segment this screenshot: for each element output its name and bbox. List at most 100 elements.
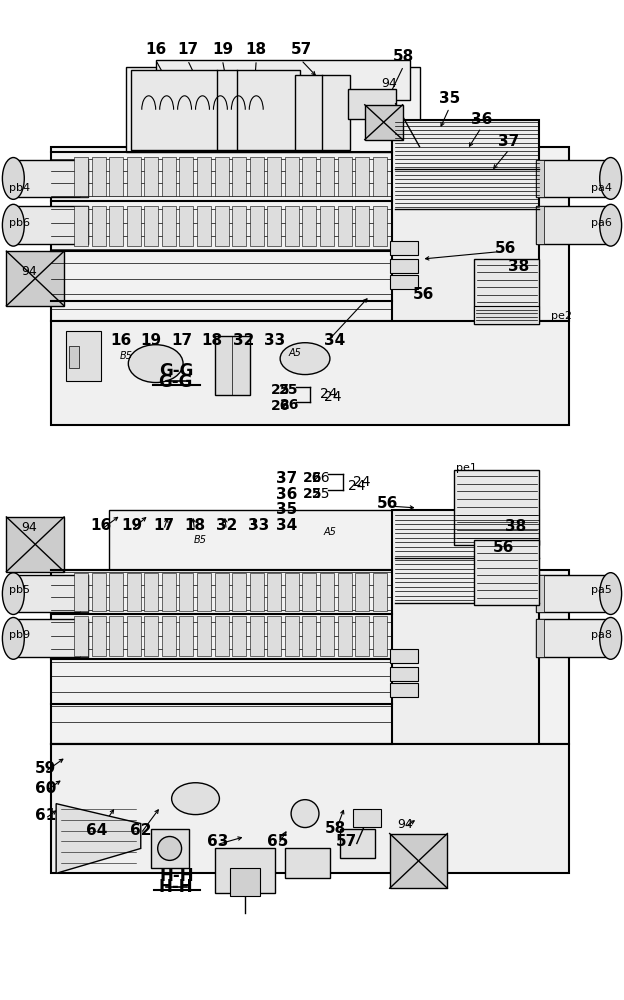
Bar	[285, 848, 330, 878]
Bar	[232, 157, 246, 196]
Bar	[215, 573, 228, 611]
Bar	[373, 157, 387, 196]
Bar	[338, 206, 351, 246]
Text: A5: A5	[289, 348, 301, 358]
Bar	[162, 616, 176, 656]
Bar	[13, 575, 88, 612]
Text: pa6: pa6	[592, 218, 612, 228]
Text: pe1: pe1	[456, 463, 477, 473]
Text: 19: 19	[212, 42, 233, 57]
Bar	[295, 75, 350, 150]
Bar	[13, 619, 88, 657]
Text: 19: 19	[121, 518, 142, 533]
Text: 18: 18	[184, 518, 205, 533]
Bar	[74, 157, 88, 196]
Bar	[338, 573, 351, 611]
Text: 26: 26	[280, 398, 299, 412]
Text: 60: 60	[34, 781, 56, 796]
Text: 26: 26	[312, 471, 329, 485]
Bar	[536, 160, 611, 197]
Bar	[285, 157, 299, 196]
Bar	[92, 616, 105, 656]
Text: 16: 16	[145, 42, 167, 57]
Bar	[180, 157, 193, 196]
Bar	[74, 573, 88, 611]
Text: 94: 94	[397, 818, 414, 831]
Bar	[267, 616, 281, 656]
Bar	[197, 616, 211, 656]
Text: 34: 34	[276, 518, 298, 533]
Bar	[320, 206, 334, 246]
Text: 25: 25	[270, 383, 290, 397]
Bar	[232, 206, 246, 246]
Bar	[215, 157, 228, 196]
Bar	[180, 573, 193, 611]
Text: 35: 35	[276, 502, 298, 517]
Bar	[355, 573, 369, 611]
Text: 18: 18	[246, 42, 267, 57]
Ellipse shape	[2, 158, 24, 199]
Bar	[536, 206, 544, 244]
Ellipse shape	[600, 204, 622, 246]
Bar	[92, 157, 105, 196]
Bar	[92, 206, 105, 246]
Text: 37: 37	[276, 471, 298, 486]
Bar	[144, 157, 158, 196]
Bar	[109, 573, 123, 611]
Bar	[232, 616, 246, 656]
Bar	[355, 616, 369, 656]
Bar	[389, 259, 417, 273]
Text: G-G: G-G	[158, 373, 193, 391]
Bar	[285, 573, 299, 611]
Polygon shape	[56, 804, 141, 873]
Bar	[126, 67, 419, 152]
Text: 56: 56	[494, 241, 516, 256]
Text: 26: 26	[303, 471, 323, 485]
Bar	[13, 206, 88, 244]
Bar	[454, 470, 539, 545]
Bar	[51, 321, 569, 425]
Bar	[474, 259, 539, 324]
Bar	[303, 206, 316, 246]
Text: 26: 26	[270, 399, 290, 413]
Text: 94: 94	[21, 521, 37, 534]
Bar	[144, 616, 158, 656]
Bar	[156, 60, 409, 100]
Text: 38: 38	[509, 259, 530, 274]
Text: 24: 24	[320, 387, 338, 401]
Text: G-G: G-G	[159, 362, 194, 380]
Text: 24: 24	[353, 475, 370, 489]
Bar	[267, 573, 281, 611]
Bar	[109, 206, 123, 246]
Bar	[392, 120, 539, 324]
Bar	[250, 157, 264, 196]
Text: 62: 62	[130, 823, 152, 838]
Text: 36: 36	[470, 112, 492, 127]
Text: 56: 56	[413, 287, 434, 302]
Bar	[215, 206, 228, 246]
Text: 35: 35	[439, 91, 460, 106]
Text: 16: 16	[90, 518, 112, 533]
Bar	[144, 573, 158, 611]
Bar	[250, 206, 264, 246]
Bar	[51, 744, 569, 873]
Bar	[180, 206, 193, 246]
Text: pb6: pb6	[9, 218, 30, 228]
Bar	[127, 206, 140, 246]
Bar	[66, 331, 101, 381]
Text: 16: 16	[110, 333, 132, 348]
Bar	[365, 105, 402, 140]
Bar	[392, 510, 539, 744]
Bar	[389, 275, 417, 289]
Text: 58: 58	[393, 49, 414, 64]
Text: H-H: H-H	[159, 867, 194, 885]
Text: 64: 64	[86, 823, 108, 838]
Bar	[536, 575, 544, 612]
Bar	[151, 829, 188, 868]
Text: 32: 32	[233, 333, 254, 348]
Text: 34: 34	[324, 333, 346, 348]
Bar	[109, 616, 123, 656]
Bar	[162, 206, 176, 246]
Text: 25: 25	[312, 487, 329, 501]
Bar	[6, 251, 64, 306]
